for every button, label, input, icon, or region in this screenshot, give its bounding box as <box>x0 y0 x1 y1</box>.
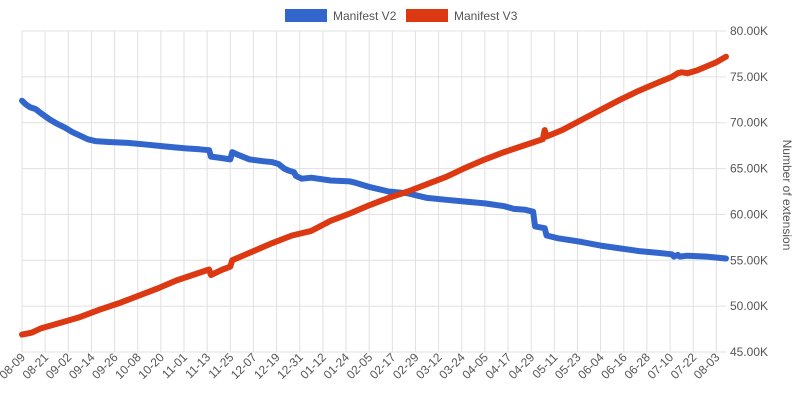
y-axis: 45.00K 50.00K 55.00K 60.00K 65.00K 70.00K 75.0… <box>730 24 768 359</box>
x-tick-label: 11-13 <box>182 350 213 381</box>
grid <box>21 30 726 353</box>
x-axis: 08-0908-2109-0209-1409-2610-0810-2011-01… <box>0 350 723 382</box>
y-tick-label: 65.00K <box>730 162 768 176</box>
x-tick-label: 04-29 <box>506 350 538 382</box>
y-tick-label: 75.00K <box>730 70 768 84</box>
legend-label-manifest-v2[interactable]: Manifest V2 <box>333 9 397 23</box>
legend-swatch-manifest-v3[interactable] <box>406 9 448 22</box>
y-axis-title: Number of extension <box>780 140 794 251</box>
legend[interactable]: Manifest V2 Manifest V3 <box>285 9 518 23</box>
legend-label-manifest-v3[interactable]: Manifest V3 <box>454 9 518 23</box>
x-tick-label: 08-03 <box>691 350 723 382</box>
legend-swatch-manifest-v2[interactable] <box>285 9 327 22</box>
series-lines <box>19 53 729 338</box>
y-tick-label: 45.00K <box>730 345 768 359</box>
y-tick-label: 60.00K <box>730 207 768 221</box>
series-line-manifest-v3 <box>19 53 729 338</box>
y-tick-label: 80.00K <box>730 24 768 38</box>
y-tick-label: 55.00K <box>730 253 768 267</box>
x-tick-label: 11-01 <box>159 350 190 381</box>
y-tick-label: 70.00K <box>730 116 768 130</box>
x-tick-label: 10-20 <box>135 350 167 382</box>
series-line-manifest-v2 <box>19 97 729 262</box>
y-tick-label: 50.00K <box>730 299 768 313</box>
